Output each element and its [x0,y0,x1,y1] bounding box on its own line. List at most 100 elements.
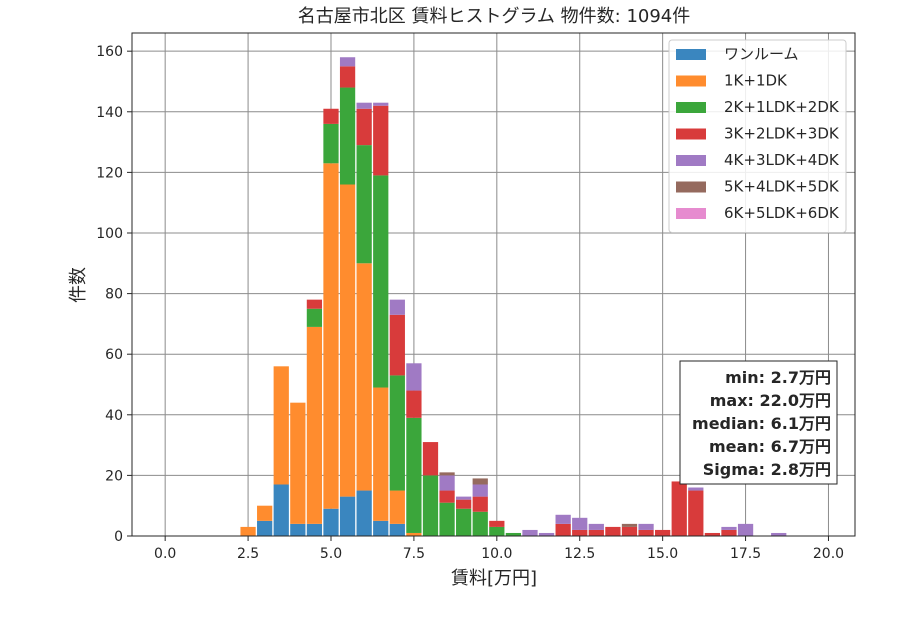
bar-segment [290,523,306,536]
bar-segment [323,508,339,536]
bar-segment [555,514,571,524]
stats-line: Sigma: 2.8万円 [703,460,831,479]
legend-label: 4K+3LDK+4DK [724,151,840,169]
bar-segment [655,529,671,536]
stats-line: mean: 6.7万円 [709,437,831,456]
bar-segment [339,496,356,536]
bar-segment [273,484,289,536]
x-tick-label: 2.5 [237,546,259,562]
stats-line: median: 6.1万円 [692,414,831,433]
bar-segment [323,108,339,124]
stats-box: min: 2.7万円 max: 22.0万円 median: 6.1万円 mean: … [679,360,838,485]
legend-swatch [676,102,706,113]
bar-segment [389,314,405,376]
x-tick-label: 12.5 [564,546,595,562]
bar-segment [373,387,389,521]
x-tick-label: 20.0 [813,546,844,562]
bar-segment [638,529,654,536]
y-tick-label: 100 [96,226,123,242]
x-tick-label: 5.0 [320,546,342,562]
legend-frame [668,39,847,233]
bar-segment [737,523,754,536]
bar-segment [572,517,588,530]
bar-segment [389,299,405,315]
legend-label: 2K+1LDK+2DK [724,98,840,116]
bar-segment [339,66,356,88]
bar-segment [339,184,356,497]
legend-label: ワンルーム [724,45,799,63]
bar-segment [373,102,389,106]
bar-segment [588,523,604,530]
y-tick-label: 20 [105,468,123,484]
bar-segment [323,163,339,509]
bar-segment [605,526,621,536]
legend-swatch [676,128,706,140]
bar-segment [257,520,273,536]
bar-segment [356,145,372,264]
bar-segment [422,442,439,476]
bar-segment [406,390,422,418]
legend-label: 5K+4LDK+5DK [724,178,840,196]
x-axis-ticks: 0.0 2.5 5.0 7.5 10.0 12.5 15.0 17.5 20.0 [154,536,844,562]
legend-swatch [676,49,706,60]
bar-segment [406,363,422,391]
stats-line: max: 22.0万円 [710,391,831,410]
bar-segment [356,102,372,109]
chart-title: 名古屋市北区 賃料ヒストグラム 物件数: 1094件 [298,6,691,27]
bar-segment [489,520,505,527]
bar-segment [638,523,654,530]
bar-segment [621,526,638,536]
x-axis-title: 賃料[万円] [451,568,537,589]
bar-segment [373,105,389,176]
x-tick-label: 7.5 [403,546,425,562]
bar-segment [389,490,405,524]
bar-segment [306,523,323,536]
y-tick-label: 160 [96,44,123,60]
legend-swatch [676,75,706,87]
plot-frame [131,32,856,537]
bar-segment [306,299,323,309]
bar-segment [339,87,356,185]
bar-segment [472,511,488,536]
bar-segment [356,490,372,536]
bar-segment [688,487,704,491]
bar-segment [771,532,787,536]
bar-segment [439,502,455,536]
bar-segment [621,523,638,527]
bar-segment [472,496,488,512]
bar-segment [688,490,704,536]
bar-segment [373,520,389,536]
bar-segment [588,529,604,536]
y-axis-title: 件数 [68,267,89,303]
bar-segment [456,508,472,536]
bar-segment [257,505,273,521]
stats-frame [679,360,838,485]
x-tick-label: 17.5 [730,546,761,562]
legend-label: 1K+1DK [724,72,788,90]
y-tick-label: 120 [96,165,123,181]
bar-segment [339,57,356,67]
y-tick-label: 140 [96,105,123,121]
bar-segment [704,532,721,536]
legend: ワンルーム 1K+1DK 2K+1LDK+2DK 3K+2LDK+3DK 4K+3LDK… [668,39,847,233]
bar-segment [406,417,422,533]
bar-segment [273,366,289,485]
bar-segment [389,375,405,491]
bar-segment [373,175,389,388]
bar-segment [456,499,472,509]
bar-segment [572,529,588,536]
legend-swatch [676,208,706,219]
legend-swatch [676,181,706,193]
bar-segment [406,532,422,536]
bar-segment [472,478,488,485]
y-axis-ticks: 0 20 40 60 80 100 120 140 160 [96,44,132,545]
y-tick-label: 40 [105,408,123,424]
legend-swatch [676,155,706,166]
bar-segment [356,263,372,491]
y-tick-label: 60 [105,347,123,363]
x-tick-label: 0.0 [154,546,176,562]
bar-segment [389,523,405,536]
bar-segment [306,308,323,327]
bar-segment [522,529,538,536]
